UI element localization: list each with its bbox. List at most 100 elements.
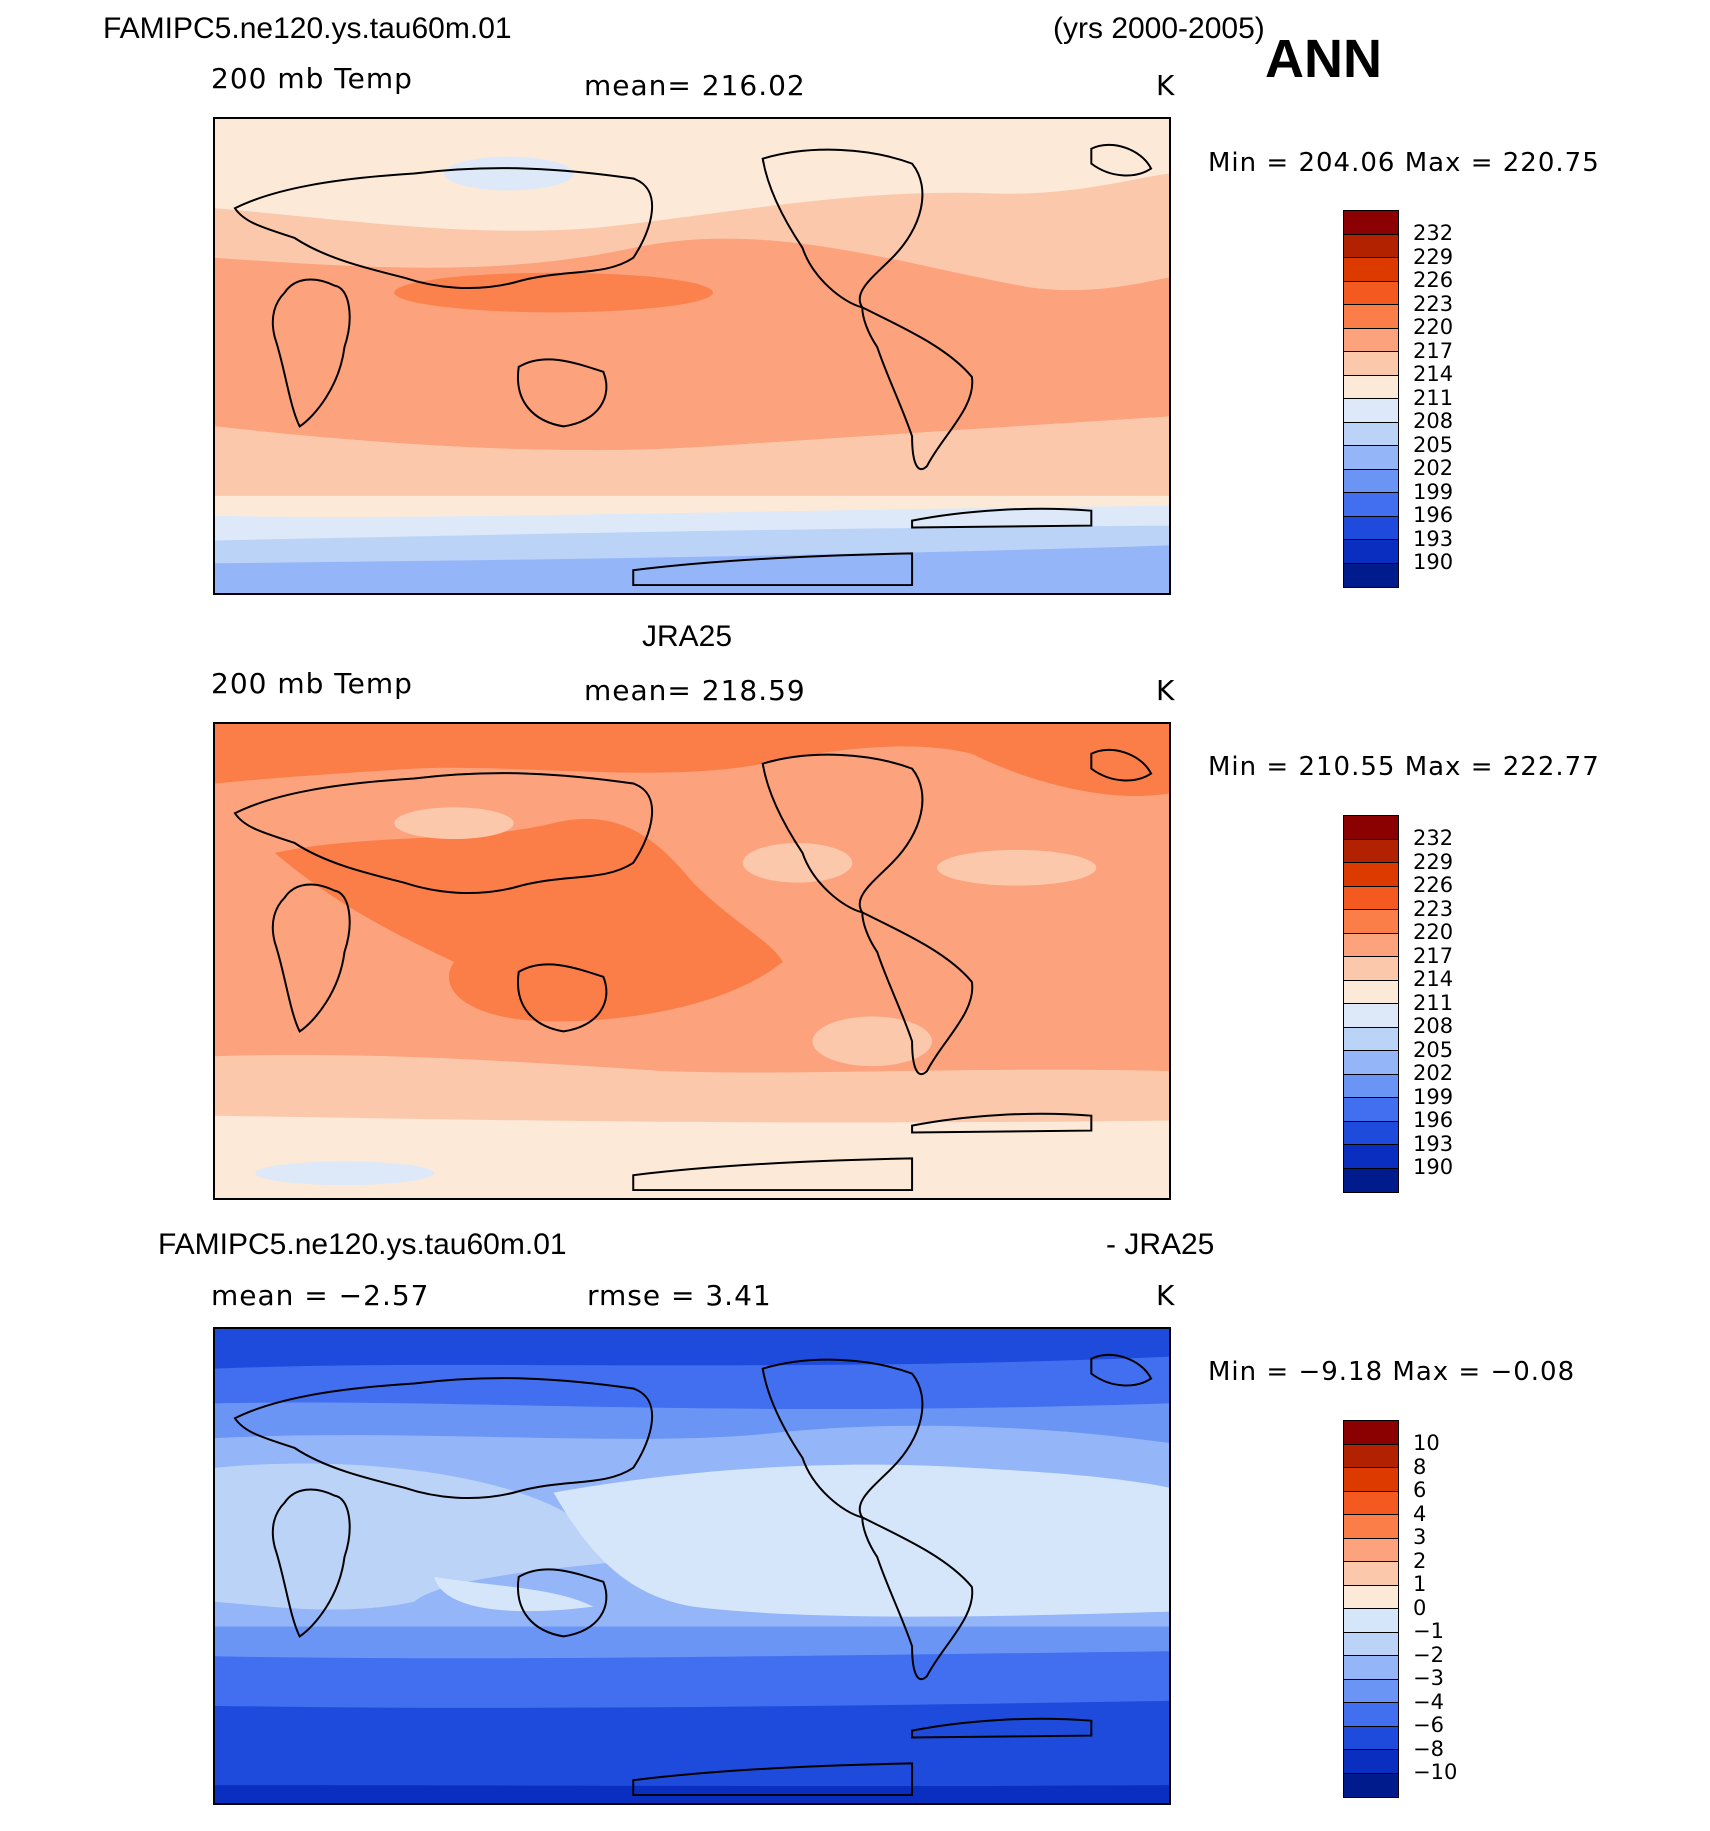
colorbar-swatch	[1343, 327, 1399, 353]
colorbar-label: 226	[1413, 268, 1454, 292]
colorbar-swatch	[1343, 1725, 1399, 1751]
colorbar-label: 229	[1413, 244, 1454, 269]
colorbar-swatch	[1343, 398, 1399, 424]
colorbar-swatch	[1343, 1003, 1399, 1029]
colorbar-swatch	[1343, 562, 1399, 588]
colorbar-label: 214	[1413, 967, 1454, 991]
colorbar-label: 211	[1413, 385, 1454, 410]
colorbar-label: 193	[1413, 526, 1454, 551]
colorbar-swatch	[1343, 1050, 1399, 1076]
colorbar-swatch	[1343, 815, 1399, 841]
colorbar-swatch	[1343, 445, 1399, 471]
colorbar-label: 217	[1413, 943, 1454, 968]
colorbar-label: −2	[1413, 1642, 1444, 1667]
colorbar-label: 3	[1413, 1525, 1427, 1549]
model-title: FAMIPC5.ne120.ys.tau60m.01	[103, 12, 512, 45]
years-label: (yrs 2000-2005)	[1053, 12, 1265, 45]
colorbar-label: −8	[1413, 1736, 1444, 1761]
colorbar-swatch	[1343, 1537, 1399, 1563]
colorbar-swatch	[1343, 304, 1399, 330]
colorbar-label: 4	[1413, 1501, 1427, 1526]
colorbar-label: 232	[1413, 221, 1454, 245]
colorbar-swatch	[1343, 515, 1399, 541]
colorbar-swatch	[1343, 210, 1399, 236]
colorbar-label: 226	[1413, 873, 1454, 897]
colorbar-label: 196	[1413, 503, 1454, 527]
colorbar-swatch	[1343, 1443, 1399, 1469]
colorbar-label: 223	[1413, 291, 1454, 316]
colorbar-swatch	[1343, 1467, 1399, 1493]
panel2-map	[213, 722, 1171, 1200]
colorbar-swatch	[1343, 1514, 1399, 1540]
colorbar-swatch	[1343, 257, 1399, 283]
colorbar-label: −6	[1413, 1713, 1444, 1737]
colorbar-label: 202	[1413, 1061, 1454, 1085]
colorbar-swatch	[1343, 909, 1399, 935]
colorbar-swatch	[1343, 280, 1399, 306]
colorbar-swatch	[1343, 539, 1399, 565]
colorbar-label: 199	[1413, 479, 1454, 504]
colorbar-swatch	[1343, 1678, 1399, 1704]
colorbar-swatch	[1343, 932, 1399, 958]
panel2-minmax: Min = 210.55 Max = 222.77	[1208, 752, 1600, 782]
panel1-map	[213, 117, 1171, 595]
colorbar-swatch	[1343, 1120, 1399, 1146]
colorbar-label: −10	[1413, 1760, 1458, 1784]
colorbar-label: 208	[1413, 409, 1454, 433]
colorbar-swatch	[1343, 1655, 1399, 1681]
colorbar-label: −4	[1413, 1689, 1444, 1714]
colorbar-label: 202	[1413, 456, 1454, 480]
panel3-rmse: rmse = 3.41	[587, 1279, 772, 1312]
colorbar-swatch	[1343, 1608, 1399, 1634]
colorbar-swatch	[1343, 1490, 1399, 1516]
colorbar-label: 190	[1413, 550, 1454, 574]
colorbar-label: 2	[1413, 1548, 1427, 1573]
colorbar-label: 196	[1413, 1108, 1454, 1132]
colorbar-swatch	[1343, 374, 1399, 400]
colorbar-label: 0	[1413, 1595, 1427, 1620]
season-label: ANN	[1265, 29, 1382, 89]
colorbar-swatch	[1343, 468, 1399, 494]
colorbar-label: 211	[1413, 990, 1454, 1015]
panel3-minmax: Min = −9.18 Max = −0.08	[1208, 1357, 1576, 1387]
colorbar-label: 229	[1413, 849, 1454, 874]
colorbar-swatch	[1343, 979, 1399, 1005]
colorbar-label: 232	[1413, 826, 1454, 850]
colorbar-swatch	[1343, 956, 1399, 982]
colorbar-label: 10	[1413, 1431, 1440, 1455]
colorbar-label: 208	[1413, 1014, 1454, 1038]
panel1-mean: mean= 216.02	[584, 69, 806, 102]
colorbar-label: 199	[1413, 1084, 1454, 1109]
colorbar-swatch	[1343, 1097, 1399, 1123]
panel2-title: JRA25	[642, 620, 733, 653]
colorbar-label: 6	[1413, 1478, 1427, 1502]
colorbar-swatch	[1343, 1702, 1399, 1728]
colorbar-swatch	[1343, 885, 1399, 911]
colorbar-swatch	[1343, 1073, 1399, 1099]
colorbar-swatch	[1343, 1749, 1399, 1775]
colorbar-label: 217	[1413, 338, 1454, 363]
panel3-units: K	[1156, 1279, 1176, 1312]
colorbar-swatch	[1343, 351, 1399, 377]
colorbar-label: 220	[1413, 315, 1454, 339]
colorbar-label: 223	[1413, 896, 1454, 921]
colorbar-swatch	[1343, 1584, 1399, 1610]
colorbar-label: 8	[1413, 1454, 1427, 1479]
colorbar-swatch	[1343, 1167, 1399, 1193]
colorbar-label: 205	[1413, 432, 1454, 457]
colorbar-label: 193	[1413, 1131, 1454, 1156]
colorbar-label: −1	[1413, 1619, 1444, 1643]
panel3-title-right: - JRA25	[1106, 1228, 1215, 1261]
colorbar-swatch	[1343, 1772, 1399, 1798]
colorbar-swatch	[1343, 233, 1399, 259]
panel2-mean: mean= 218.59	[584, 674, 806, 707]
panel1-units: K	[1156, 69, 1176, 102]
panel2-units: K	[1156, 674, 1176, 707]
panel3-mean: mean = −2.57	[211, 1279, 430, 1312]
colorbar-swatch	[1343, 1026, 1399, 1052]
colorbar-label: −3	[1413, 1666, 1444, 1690]
panel3-title-left: FAMIPC5.ne120.ys.tau60m.01	[158, 1228, 567, 1261]
colorbar-label: 205	[1413, 1037, 1454, 1062]
colorbar-label: 190	[1413, 1155, 1454, 1179]
panel1-variable: 200 mb Temp	[211, 62, 413, 95]
